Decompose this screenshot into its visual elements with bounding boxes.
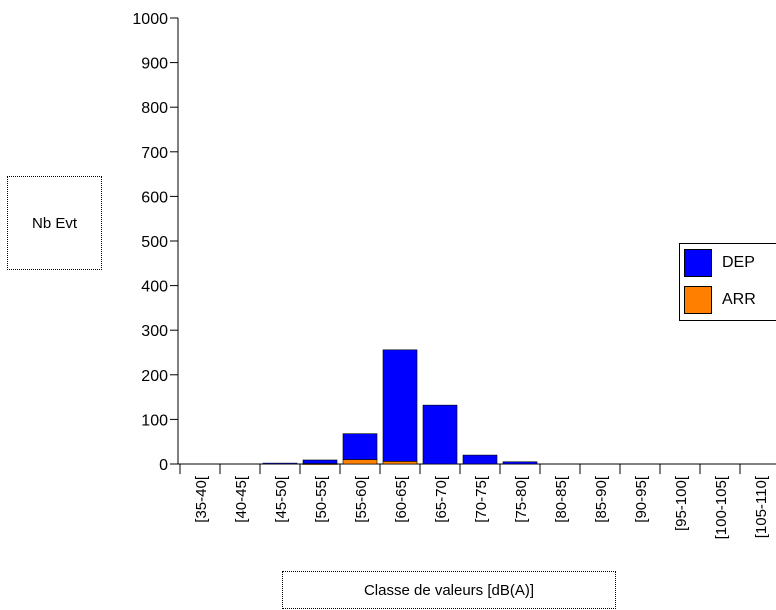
y-axis-label: Nb Evt: [7, 176, 102, 270]
y-tick-label: 100: [141, 412, 168, 429]
x-axis: [35-40[ [40-45[ [45-50[ [50-55[ [55-60[ [60-6…: [178, 463, 776, 539]
y-tick-label: 800: [141, 100, 168, 117]
x-tick-label: [95-100[: [673, 475, 690, 531]
bar-dep: [502, 461, 538, 465]
x-tick-label: [45-50[: [273, 475, 290, 523]
y-tick-label: 200: [141, 368, 168, 385]
x-tick-label: [80-85[: [553, 475, 570, 523]
y-tick-label: 400: [141, 279, 168, 296]
x-tick-label: [50-55[: [313, 475, 330, 523]
y-tick-label: 300: [141, 323, 168, 340]
x-tick-label: [55-60[: [353, 475, 370, 523]
bar-dep: [262, 462, 298, 465]
legend-item-dep: DEP: [684, 249, 755, 277]
x-tick-label: [105-110[: [753, 475, 770, 538]
bar-dep: [342, 433, 378, 460]
legend: DEP ARR: [679, 243, 776, 321]
bar-arr: [342, 459, 378, 465]
x-tick-label: [70-75[: [473, 475, 490, 523]
y-tick-label: 900: [141, 56, 168, 73]
x-tick-label: [85-90[: [593, 475, 610, 523]
legend-label-dep: DEP: [722, 254, 755, 271]
bar-dep: [382, 349, 418, 462]
y-tick-label: 1000: [132, 11, 168, 28]
y-tick-label: 500: [141, 234, 168, 251]
bar-arr: [382, 461, 418, 465]
bars: [262, 349, 538, 465]
y-tick-label: 700: [141, 145, 168, 162]
x-tick-label: [65-70[: [433, 475, 450, 523]
y-tick-label: 600: [141, 189, 168, 206]
x-tick-label: [40-45[: [233, 475, 250, 523]
bar-dep: [302, 459, 338, 464]
legend-swatch-dep: [684, 249, 712, 277]
x-tick-label: [35-40[: [193, 475, 210, 523]
x-tick-label: [60-65[: [393, 475, 410, 523]
bar-dep: [422, 404, 458, 465]
x-axis-label: Classe de valeurs [dB(A)]: [282, 571, 616, 609]
legend-item-arr: ARR: [684, 286, 756, 314]
y-tick-label: 0: [159, 457, 168, 474]
x-tick-label: [75-80[: [513, 475, 530, 523]
legend-label-arr: ARR: [722, 291, 756, 308]
x-tick-label: [90-95[: [633, 475, 650, 523]
x-tick-label: [100-105[: [713, 475, 730, 539]
y-axis: 0 100 200 300 400 500 600 700 800 900 1000: [132, 11, 179, 474]
legend-swatch-arr: [684, 286, 712, 314]
bar-dep: [462, 454, 498, 465]
